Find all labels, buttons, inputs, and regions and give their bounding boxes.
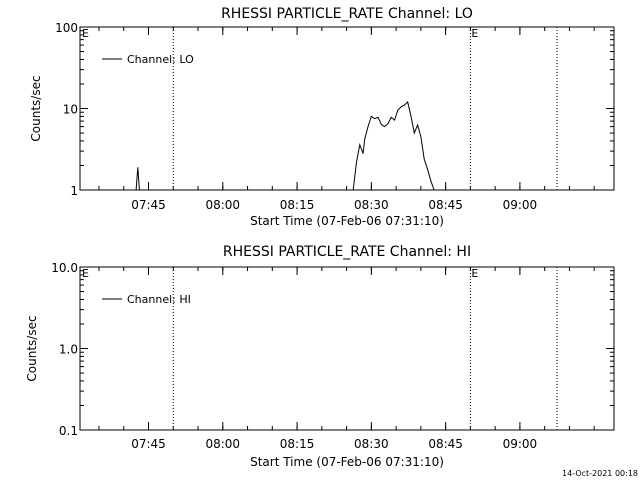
panel-1-xtick-label: 07:45 xyxy=(131,198,166,212)
panel-1-marker-label: E xyxy=(471,27,478,40)
panel-1-ytick-label: 10 xyxy=(63,103,78,117)
panel-1-edge-marker-label: E xyxy=(82,27,89,40)
panel-2-xtick-label: 07:45 xyxy=(131,437,166,451)
panel-2-ylabel: Counts/sec xyxy=(25,315,39,381)
panel-2-edge-marker-label: E xyxy=(82,267,89,280)
panel-2-xtick-label: 08:00 xyxy=(205,437,240,451)
panel-2-ytick-label: 0.1 xyxy=(59,424,78,438)
panel-2-ytick-label: 10.0 xyxy=(51,261,78,275)
panel-1-plot-frame xyxy=(79,26,615,191)
panel-2-ytick-label: 1.0 xyxy=(59,343,78,357)
panel-1-ytick-label: 1 xyxy=(70,184,78,198)
panel-2-plot-frame xyxy=(79,266,615,431)
panel-1-ylabel: Counts/sec xyxy=(29,75,43,141)
panel-2-xtick-label: 08:15 xyxy=(280,437,315,451)
panel-1-xtick-label: 08:30 xyxy=(354,198,389,212)
panel-1-legend-label: Channel: LO xyxy=(127,53,194,66)
panel-1-series-line xyxy=(135,101,435,191)
panel-1-xlabel: Start Time (07-Feb-06 07:31:10) xyxy=(250,214,444,228)
panel-2-legend-label: Channel: HI xyxy=(127,293,191,306)
panel-1-xtick-label: 08:00 xyxy=(205,198,240,212)
panel-2-title: RHESSI PARTICLE_RATE Channel: HI xyxy=(223,244,471,260)
panel-2-xtick-label: 08:45 xyxy=(428,437,463,451)
panel-2-xlabel: Start Time (07-Feb-06 07:31:10) xyxy=(250,455,444,469)
panel-1-ytick-label: 100 xyxy=(55,21,78,35)
footer-timestamp: 14-Oct-2021 00:18 xyxy=(562,469,638,478)
panel-1-title: RHESSI PARTICLE_RATE Channel: LO xyxy=(221,6,473,22)
panel-2-marker-label: E xyxy=(471,267,478,280)
panel-2-xtick-label: 09:00 xyxy=(503,437,538,451)
panel-1-xtick-label: 09:00 xyxy=(503,198,538,212)
panel-2-xtick-label: 08:30 xyxy=(354,437,389,451)
panel-1-xtick-label: 08:45 xyxy=(428,198,463,212)
panel-1-xtick-label: 08:15 xyxy=(280,198,315,212)
